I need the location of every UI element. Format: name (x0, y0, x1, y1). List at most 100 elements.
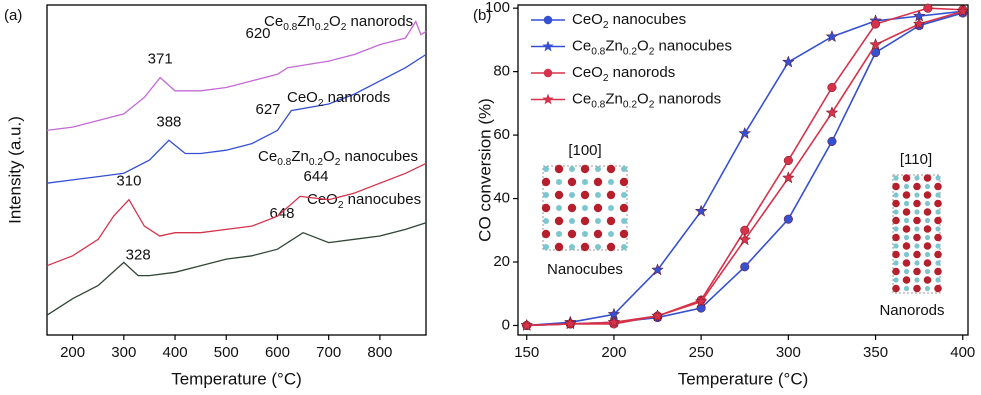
atom (893, 277, 899, 283)
x-tick-label: 300 (776, 344, 801, 361)
atom (923, 208, 932, 216)
atom (903, 268, 910, 275)
y-tick-label: 100 (485, 0, 510, 16)
atom (543, 166, 549, 172)
x-tick-label: 350 (863, 344, 888, 361)
atom (619, 203, 629, 213)
legend-label: Ce0.8Zn0.2O2 nanorods (572, 90, 721, 110)
atom (554, 190, 564, 200)
atom (893, 192, 899, 198)
atom (893, 260, 899, 266)
atom (934, 199, 942, 208)
atom (621, 192, 627, 198)
series-line (46, 53, 427, 184)
atom (914, 260, 920, 266)
atom (923, 276, 932, 284)
circle-marker (923, 3, 933, 13)
atom (892, 250, 900, 259)
atom (569, 166, 575, 172)
atom (892, 267, 900, 276)
atom (543, 218, 549, 224)
x-tick-label: 700 (316, 344, 341, 361)
atom (903, 285, 910, 292)
atom (914, 209, 920, 215)
series-label: CeO2 nanocubes (307, 191, 421, 211)
atom (621, 218, 627, 224)
atom (902, 174, 911, 182)
atom (935, 175, 941, 181)
series-label: CeO2 nanorods (287, 89, 390, 109)
atom (935, 226, 941, 232)
peak-label: 310 (116, 173, 141, 190)
x-axis-title: Temperature (°C) (171, 369, 302, 388)
peak-label: 371 (148, 51, 173, 68)
atom (934, 250, 942, 259)
atom (934, 216, 942, 225)
atom (914, 226, 920, 232)
star-marker (651, 263, 664, 276)
circle-marker (783, 214, 793, 224)
atom (556, 205, 562, 211)
peak-label: 644 (303, 168, 328, 185)
inset-direction: [100] (568, 142, 601, 159)
atom (923, 242, 932, 250)
atom (567, 177, 577, 187)
x-tick-label: 300 (111, 344, 136, 361)
atom (913, 267, 921, 276)
star-marker (825, 106, 839, 119)
circle-marker (827, 136, 837, 146)
star-marker (694, 294, 708, 308)
atom (903, 183, 910, 190)
atom (924, 200, 931, 207)
atom (902, 276, 911, 284)
atom (913, 182, 921, 191)
atom (924, 183, 931, 190)
atom (913, 284, 921, 293)
star-marker (912, 17, 926, 30)
star-marker (738, 126, 752, 139)
y-axis-title: Intensity (a.u.) (5, 116, 24, 224)
atom (913, 199, 921, 208)
legend-label: CeO2 nanorods (572, 64, 675, 84)
star-marker (520, 318, 534, 331)
atom (935, 260, 941, 266)
atom (924, 234, 931, 241)
atom (606, 164, 616, 174)
legend-marker (542, 93, 554, 105)
crystal-inset-110 (892, 174, 942, 294)
x-tick-label: 200 (601, 344, 626, 361)
atom (608, 231, 614, 237)
plot-frame (517, 4, 969, 336)
legend-label: Ce0.8Zn0.2O2 nanocubes (572, 37, 732, 57)
atom (593, 177, 603, 187)
atom (554, 242, 564, 252)
circle-marker (871, 19, 881, 29)
atom (580, 164, 590, 174)
circle-marker (827, 82, 837, 93)
atom (593, 229, 603, 239)
star-marker (607, 315, 621, 328)
series-line (46, 20, 427, 132)
atom (595, 166, 601, 172)
y-tick-label: 0 (502, 316, 510, 333)
atom (543, 244, 549, 250)
atom (934, 233, 942, 242)
atom (569, 192, 575, 198)
atom (935, 277, 941, 283)
y-tick-label: 40 (493, 190, 510, 207)
atom (621, 244, 627, 250)
star-marker (781, 55, 795, 68)
x-tick-label: 600 (265, 344, 290, 361)
peak-label: 648 (269, 205, 294, 222)
star-marker (738, 233, 752, 246)
atom (893, 175, 899, 181)
atom (554, 164, 564, 174)
atom (892, 284, 900, 293)
atom (621, 166, 627, 172)
star-marker (869, 37, 882, 51)
atom (903, 200, 910, 207)
atom (580, 190, 590, 200)
atom (582, 179, 588, 185)
star-marker (694, 204, 708, 217)
